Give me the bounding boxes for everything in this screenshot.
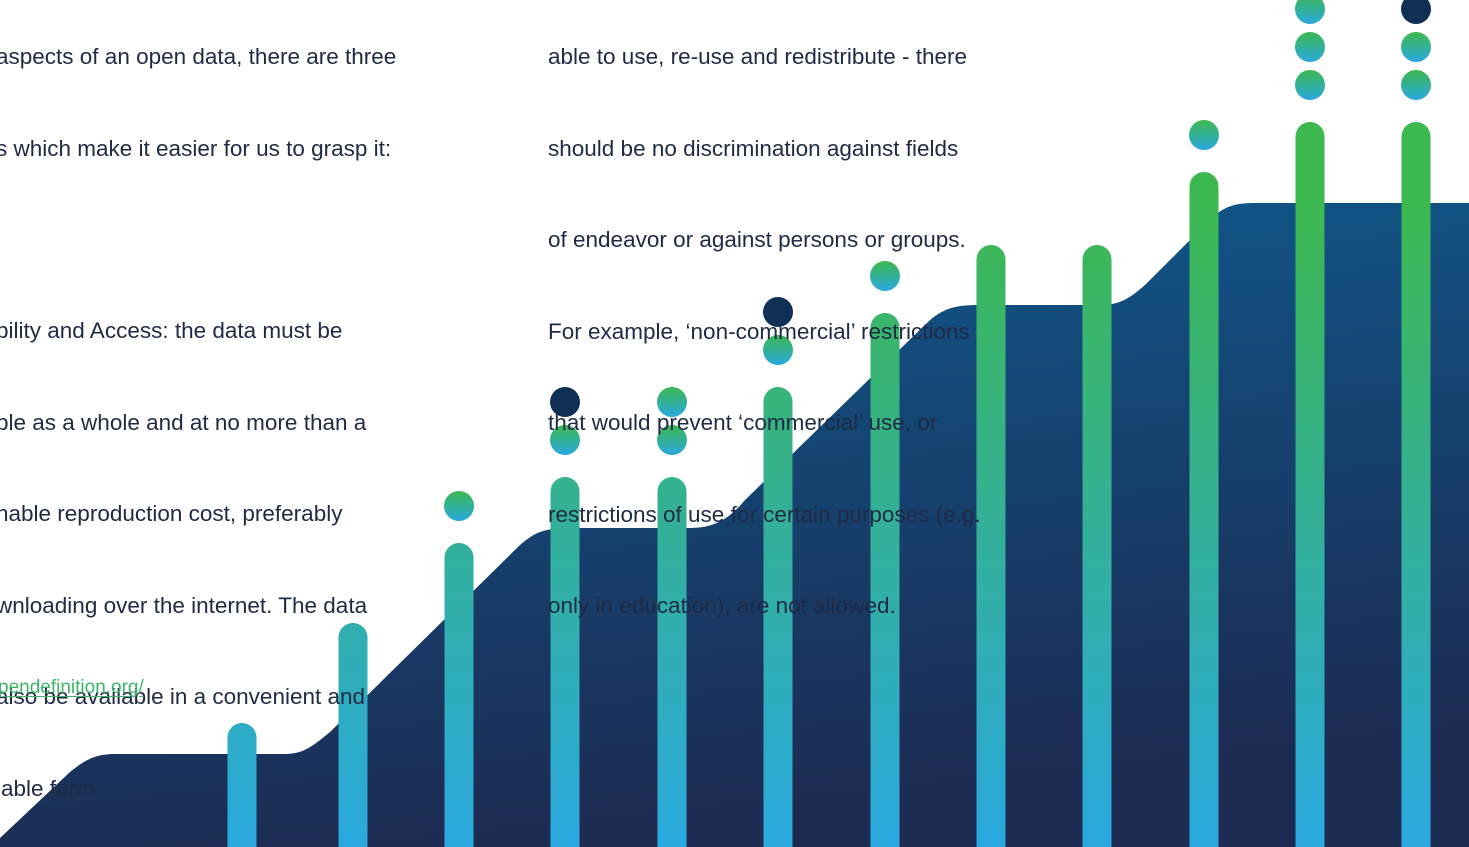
dark-marker-dot-6: [763, 297, 793, 327]
growth-dot-11-3: [1295, 0, 1325, 24]
growth-bar-6: [763, 387, 793, 847]
growth-bar-8: [976, 245, 1006, 847]
growth-bar-5: [657, 477, 687, 847]
participation-line-6: restrictions of use for certain purposes…: [548, 501, 981, 527]
growth-bar-11: [1295, 122, 1325, 847]
source-link[interactable]: pendefinition.org/: [0, 677, 144, 698]
growth-dot-6-1: [763, 335, 793, 365]
dark-marker-dot-4: [550, 387, 580, 417]
universal-participation-text: able to use, re-use and redistribute - t…: [548, 0, 1108, 683]
availability-line-1: bility and Access: the data must be: [0, 318, 343, 343]
availability-line-4: wnloading over the internet. The data: [0, 592, 368, 618]
intro-line-1: aspects of an open data, there are three: [0, 44, 397, 69]
participation-line-4: For example, ‘non-commercial’ restrictio…: [548, 318, 970, 344]
growth-dot-12-2: [1401, 32, 1431, 62]
growth-bar-12: [1401, 122, 1431, 847]
intro-line-2: s which make it easier for us to grasp i…: [0, 135, 392, 161]
growth-bar-7: [870, 313, 900, 847]
dark-marker-dot-12: [1401, 0, 1431, 24]
growth-dot-10-1: [1189, 120, 1219, 150]
growth-bar-3: [444, 543, 474, 847]
growth-bar-2: [338, 623, 368, 847]
participation-line-5: that would prevent ‘commercial’ use, or: [548, 410, 938, 435]
participation-line-7: only in education), are not allowed.: [548, 593, 896, 618]
growth-dot-4-1: [550, 425, 580, 455]
participation-line-2: should be no discrimination against fiel…: [548, 135, 959, 161]
open-data-aspects-text: aspects of an open data, there are three…: [0, 0, 496, 847]
growth-dot-3-1: [444, 491, 474, 521]
availability-line-3: nable reproduction cost, preferably: [0, 501, 343, 526]
participation-line-1: able to use, re-use and redistribute - t…: [548, 44, 967, 69]
growth-dot-11-1: [1295, 70, 1325, 100]
growth-bar-9: [1082, 245, 1112, 847]
availability-line-2: ble as a whole and at no more than a: [0, 409, 367, 435]
paragraph-gap: [0, 225, 496, 255]
participation-line-3: of endeavor or against persons or groups…: [548, 227, 966, 252]
availability-line-5: also be available in a convenient and: [0, 684, 366, 709]
growth-bar-1: [227, 723, 257, 847]
growth-dot-12-1: [1401, 70, 1431, 100]
growth-bar-4: [550, 477, 580, 847]
bars-layer: [227, 122, 1431, 847]
growth-bar-10: [1189, 172, 1219, 847]
dots-layer: [444, 0, 1431, 521]
availability-line-6: iable form.: [0, 775, 102, 801]
growth-dot-5-2: [657, 387, 687, 417]
growth-dot-11-2: [1295, 32, 1325, 62]
growth-dot-7-1: [870, 261, 900, 291]
growth-dot-5-1: [657, 425, 687, 455]
